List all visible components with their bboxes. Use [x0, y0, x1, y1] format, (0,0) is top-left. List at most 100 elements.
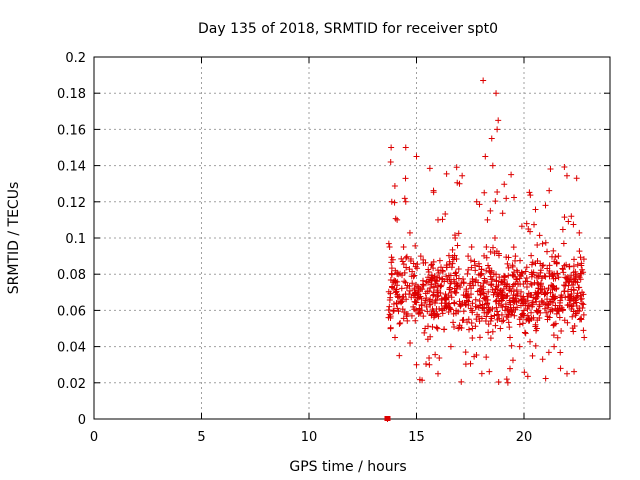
data-point [430, 189, 437, 196]
data-point [465, 302, 472, 309]
data-point [532, 206, 539, 213]
data-point [387, 158, 394, 165]
data-point [569, 303, 576, 310]
data-point [536, 232, 543, 239]
data-point [483, 293, 490, 300]
data-point [439, 267, 446, 274]
data-point [580, 327, 587, 334]
data-point [575, 284, 582, 291]
data-point [564, 370, 570, 377]
data-point [449, 246, 456, 253]
data-point [545, 301, 552, 308]
data-point [568, 286, 575, 293]
data-point [532, 289, 539, 296]
data-point [447, 343, 454, 350]
data-point [464, 270, 471, 277]
data-point [564, 288, 571, 295]
data-point [480, 290, 487, 297]
data-point [465, 316, 472, 323]
data-point [547, 298, 554, 305]
data-point [488, 282, 495, 289]
data-point [501, 181, 508, 188]
data-point [462, 349, 469, 356]
data-point [494, 126, 501, 133]
data-point [505, 264, 512, 271]
x-tick-label: 20 [516, 430, 533, 445]
data-point [489, 162, 496, 169]
data-point [519, 320, 526, 327]
data-point [539, 356, 546, 363]
data-point [457, 302, 464, 309]
data-point [415, 287, 422, 294]
data-point [556, 305, 563, 312]
data-point [561, 163, 568, 170]
data-point [472, 262, 479, 269]
data-point [550, 247, 557, 254]
data-point [552, 320, 559, 327]
y-tick-label: 0.04 [57, 341, 86, 356]
data-point [479, 301, 486, 308]
data-point [394, 305, 401, 312]
data-point [473, 198, 480, 205]
data-point [498, 278, 505, 285]
data-point [485, 262, 492, 269]
data-point [385, 307, 392, 314]
data-point [435, 216, 441, 223]
data-point [520, 312, 527, 319]
data-point [580, 291, 587, 298]
data-point [388, 265, 395, 272]
data-point [473, 303, 480, 310]
data-point [508, 288, 515, 295]
data-point [512, 295, 519, 302]
data-point [525, 316, 532, 323]
data-point [432, 351, 439, 358]
data-point [421, 329, 428, 336]
data-point [531, 221, 538, 228]
data-point [527, 192, 534, 199]
data-point [435, 289, 442, 296]
data-point [504, 379, 511, 386]
data-point [387, 324, 394, 331]
data-point [520, 299, 527, 306]
data-point [509, 297, 516, 304]
data-point [484, 300, 491, 307]
data-point [488, 276, 495, 283]
data-point [459, 172, 466, 179]
data-point [544, 265, 551, 272]
data-point [446, 286, 453, 293]
data-point [517, 302, 524, 309]
data-point [425, 266, 432, 273]
data-point [513, 286, 520, 293]
data-point [445, 308, 452, 315]
data-point [554, 270, 561, 277]
data-point [467, 280, 474, 287]
data-point [541, 305, 548, 312]
data-point [388, 144, 395, 151]
data-point [516, 275, 523, 282]
data-point [562, 274, 569, 281]
data-point [399, 294, 406, 301]
data-point [390, 300, 397, 307]
data-point [407, 339, 414, 346]
data-point [455, 325, 462, 332]
data-point [453, 285, 460, 292]
data-point [448, 264, 455, 271]
data-point [412, 290, 419, 297]
data-point [529, 301, 536, 308]
data-point [469, 309, 476, 316]
data-point [504, 280, 511, 287]
data-point [470, 282, 477, 289]
data-point [539, 275, 546, 282]
data-point [398, 255, 405, 262]
data-point [455, 266, 462, 273]
data-point [451, 232, 458, 239]
data-point [399, 258, 406, 265]
y-tick-label: 0.18 [57, 87, 86, 102]
data-point [456, 301, 463, 308]
data-point [428, 310, 435, 317]
data-point [570, 263, 577, 270]
data-point [424, 308, 431, 315]
data-point [477, 272, 484, 279]
data-point [497, 287, 504, 294]
data-point [427, 284, 434, 291]
